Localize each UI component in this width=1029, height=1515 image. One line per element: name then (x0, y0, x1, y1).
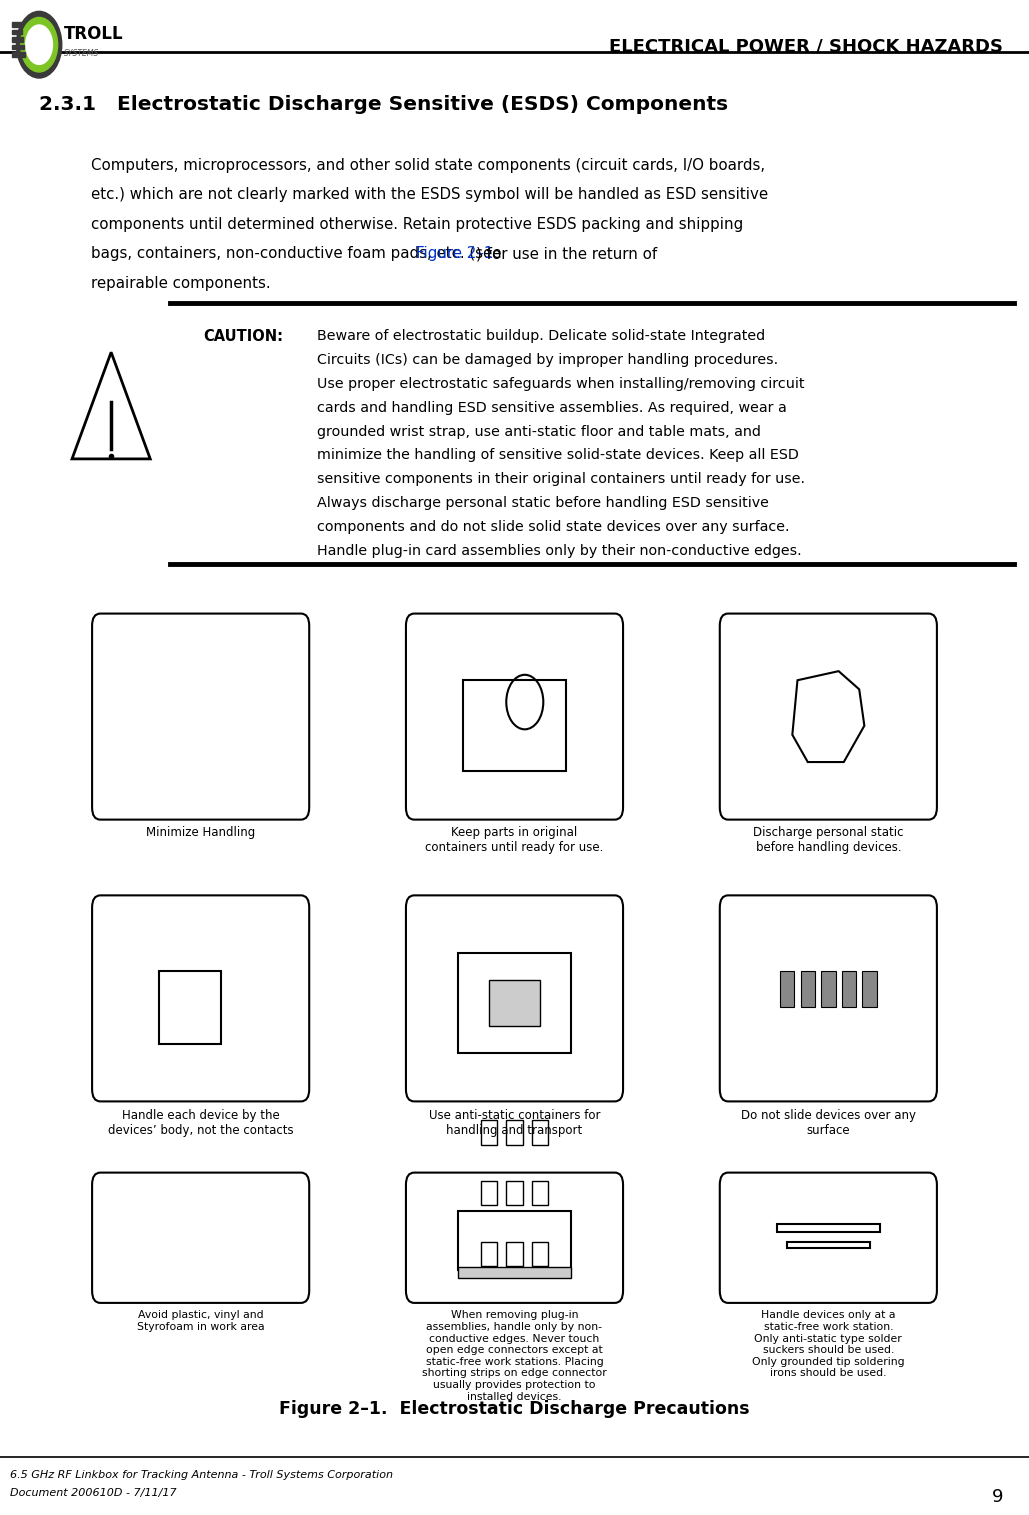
Bar (12, 29, 22, 33)
Bar (159, 971, 221, 1044)
Text: etc.) which are not clearly marked with the ESDS symbol will be handled as ESD s: etc.) which are not clearly marked with … (91, 186, 768, 201)
Text: cards and handling ESD sensitive assemblies. As required, wear a: cards and handling ESD sensitive assembl… (317, 400, 787, 415)
Bar (787, 1242, 870, 1248)
Circle shape (21, 17, 58, 71)
Text: Circuits (ICs) can be damaged by improper handling procedures.: Circuits (ICs) can be damaged by imprope… (317, 353, 778, 367)
Text: 2.3.1   Electrostatic Discharge Sensitive (ESDS) Components: 2.3.1 Electrostatic Discharge Sensitive … (39, 94, 729, 114)
Bar (862, 971, 877, 1007)
Text: components and do not slide solid state devices over any surface.: components and do not slide solid state … (317, 520, 789, 535)
Bar (12, 36, 23, 41)
Bar (532, 1242, 548, 1267)
Text: ) for use in the return of: ) for use in the return of (475, 245, 658, 261)
Text: grounded wrist strap, use anti-static floor and table mats, and: grounded wrist strap, use anti-static fl… (317, 424, 760, 438)
Text: Use proper electrostatic safeguards when installing/removing circuit: Use proper electrostatic safeguards when… (317, 377, 805, 391)
Text: Do not slide devices over any
surface: Do not slide devices over any surface (741, 1109, 916, 1136)
Text: CAUTION:: CAUTION: (204, 329, 284, 344)
Bar (458, 1212, 571, 1270)
FancyBboxPatch shape (93, 614, 309, 820)
Text: sensitive components in their original containers until ready for use.: sensitive components in their original c… (317, 473, 805, 486)
Text: Computers, microprocessors, and other solid state components (circuit cards, I/O: Computers, microprocessors, and other so… (91, 158, 765, 173)
Bar (489, 980, 540, 1026)
FancyBboxPatch shape (93, 895, 309, 1101)
Text: TROLL: TROLL (64, 26, 123, 42)
Bar (821, 971, 836, 1007)
Bar (532, 1182, 548, 1206)
Text: components until determined otherwise. Retain protective ESDS packing and shippi: components until determined otherwise. R… (91, 217, 743, 232)
Bar (458, 1268, 571, 1279)
Text: Avoid plastic, vinyl and
Styrofoam in work area: Avoid plastic, vinyl and Styrofoam in wo… (137, 1310, 264, 1332)
FancyBboxPatch shape (405, 614, 623, 820)
Circle shape (16, 11, 62, 77)
Bar (481, 1242, 497, 1267)
Bar (463, 680, 566, 771)
Text: Minimize Handling: Minimize Handling (146, 826, 255, 839)
FancyBboxPatch shape (405, 895, 623, 1101)
Bar (12, 52, 25, 56)
Text: When removing plug-in
assemblies, handle only by non-
conductive edges. Never to: When removing plug-in assemblies, handle… (422, 1310, 607, 1401)
Bar (12, 21, 21, 27)
Bar (532, 1121, 548, 1145)
Text: Figure 2–1: Figure 2–1 (416, 245, 493, 261)
Bar (506, 1182, 523, 1206)
Bar (780, 971, 794, 1007)
Bar (777, 1224, 880, 1233)
Text: minimize the handling of sensitive solid-state devices. Keep all ESD: minimize the handling of sensitive solid… (317, 448, 799, 462)
Text: ELECTRICAL POWER / SHOCK HAZARDS: ELECTRICAL POWER / SHOCK HAZARDS (609, 36, 1003, 55)
Text: Discharge personal static
before handling devices.: Discharge personal static before handlin… (753, 826, 903, 853)
Text: 9: 9 (992, 1488, 1003, 1506)
Text: Handle devices only at a
static-free work station.
Only anti-static type solder
: Handle devices only at a static-free wor… (752, 1310, 904, 1379)
Text: Use anti-static containers for
handling and transport: Use anti-static containers for handling … (429, 1109, 600, 1136)
FancyBboxPatch shape (719, 895, 937, 1101)
Text: Handle plug-in card assemblies only by their non-conductive edges.: Handle plug-in card assemblies only by t… (317, 544, 802, 558)
Text: Always discharge personal static before handling ESD sensitive: Always discharge personal static before … (317, 497, 769, 511)
Text: Beware of electrostatic buildup. Delicate solid-state Integrated: Beware of electrostatic buildup. Delicat… (317, 329, 765, 342)
Text: 6.5 GHz RF Linkbox for Tracking Antenna - Troll Systems Corporation: 6.5 GHz RF Linkbox for Tracking Antenna … (10, 1470, 393, 1480)
Bar (12, 44, 24, 48)
Bar (481, 1182, 497, 1206)
Text: Document 200610D - 7/11/17: Document 200610D - 7/11/17 (10, 1488, 177, 1498)
Text: Handle each device by the
devices’ body, not the contacts: Handle each device by the devices’ body,… (108, 1109, 293, 1136)
Bar (506, 1121, 523, 1145)
Bar (458, 953, 571, 1053)
Bar (801, 971, 815, 1007)
Text: Figure 2–1.  Electrostatic Discharge Precautions: Figure 2–1. Electrostatic Discharge Prec… (279, 1400, 750, 1418)
Circle shape (26, 24, 52, 64)
Bar (842, 971, 856, 1007)
FancyBboxPatch shape (719, 614, 937, 820)
Text: repairable components.: repairable components. (91, 276, 271, 291)
FancyBboxPatch shape (93, 1173, 309, 1303)
Text: bags, containers, non-conductive foam pads, etc. (see: bags, containers, non-conductive foam pa… (91, 245, 506, 261)
FancyBboxPatch shape (405, 1173, 623, 1303)
Bar (481, 1121, 497, 1145)
FancyBboxPatch shape (719, 1173, 937, 1303)
Text: Keep parts in original
containers until ready for use.: Keep parts in original containers until … (425, 826, 604, 853)
Text: SYSTEMS: SYSTEMS (64, 50, 99, 58)
Bar (506, 1242, 523, 1267)
